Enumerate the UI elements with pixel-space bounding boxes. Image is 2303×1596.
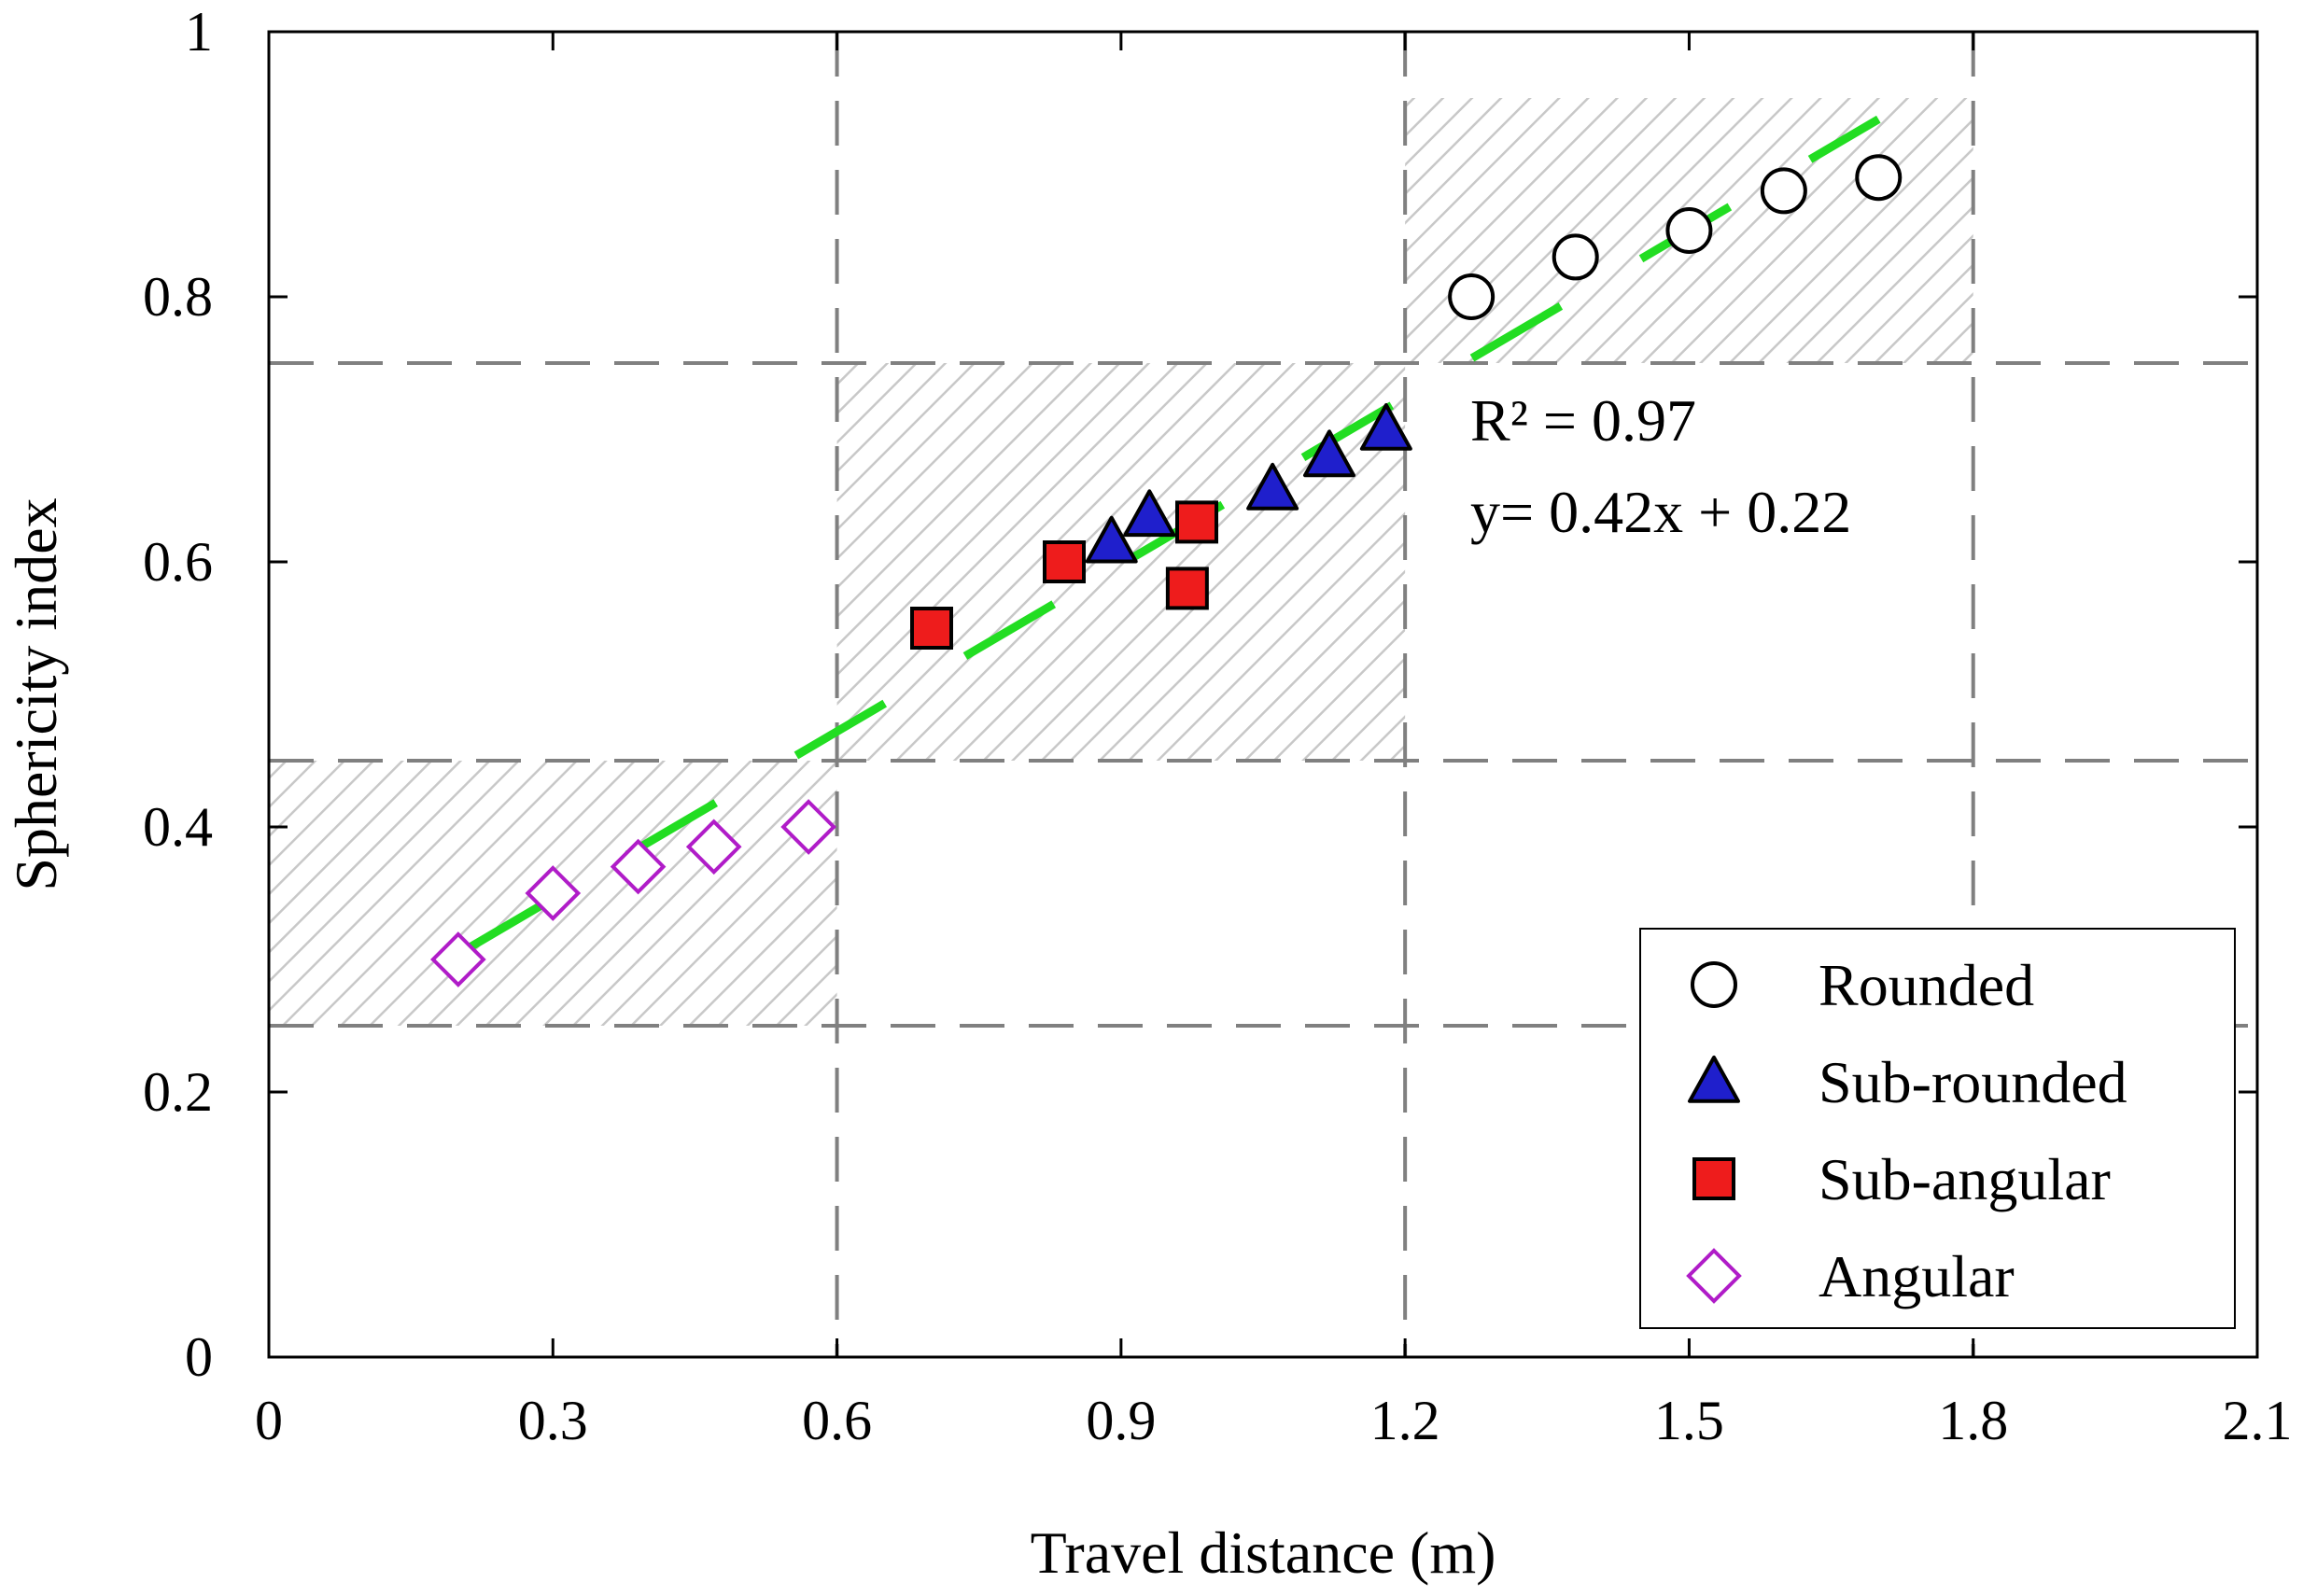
legend-label-angular: Angular <box>1819 1243 2015 1309</box>
x-tick-label: 0.9 <box>1086 1390 1156 1451</box>
rounded-point <box>1760 167 1807 215</box>
sub-rounded-point <box>1123 489 1176 538</box>
y-axis-title: Sphericity index <box>3 497 69 890</box>
legend: Rounded Sub-rounded Sub-angular Angular <box>1639 928 2236 1329</box>
x-tick-label: 1.8 <box>1938 1390 2008 1451</box>
legend-item-angular: Angular <box>1686 1243 2015 1309</box>
angular-point <box>610 838 667 895</box>
sub-angular-point <box>1175 500 1218 544</box>
equation-annotation: y= 0.42x + 0.22 <box>1470 479 1851 545</box>
x-tick-label: 1.2 <box>1370 1390 1440 1451</box>
plot-frame <box>267 30 2259 1359</box>
legend-item-rounded: Rounded <box>1691 952 2034 1018</box>
sub-angular-point <box>910 607 953 650</box>
reference-lines <box>269 32 2257 1357</box>
y-tick-label: 1 <box>185 1 213 63</box>
legend-marker-angular <box>1686 1248 1742 1304</box>
rounded-point <box>1448 273 1496 320</box>
x-axis-title: Travel distance (m) <box>1031 1519 1496 1586</box>
sub-angular-point <box>1165 567 1209 610</box>
data-markers <box>430 154 1903 987</box>
x-tick-label: 0.6 <box>802 1390 872 1451</box>
legend-marker-sub-angular <box>1692 1157 1735 1200</box>
x-tick-label: 1.5 <box>1654 1390 1724 1451</box>
x-tick-label: 0.3 <box>518 1390 588 1451</box>
rounded-point <box>1665 207 1713 254</box>
y-tick-label: 0 <box>185 1326 213 1388</box>
r-squared-annotation: R² = 0.97 <box>1470 387 1696 454</box>
angular-point <box>780 799 836 855</box>
legend-label-sub-angular: Sub-angular <box>1819 1146 2111 1212</box>
axis-ticks <box>267 30 2259 1359</box>
sub-rounded-point <box>1085 515 1138 564</box>
sub-rounded-point <box>1359 403 1412 451</box>
legend-box <box>1639 928 2236 1329</box>
legend-marker-rounded <box>1691 961 1737 1008</box>
legend-marker-sub-rounded <box>1688 1056 1740 1103</box>
rounded-point <box>1552 233 1599 281</box>
y-tick-labels: 0 0.2 0.4 0.6 0.8 1 <box>143 1 213 1388</box>
y-tick-label: 0.4 <box>143 796 213 858</box>
rounded-point <box>1855 154 1903 202</box>
legend-label-rounded: Rounded <box>1819 952 2034 1018</box>
sub-rounded-point <box>1303 429 1355 478</box>
angular-point <box>685 819 742 875</box>
x-tick-label: 2.1 <box>2223 1390 2293 1451</box>
x-tick-label: 0 <box>255 1390 283 1451</box>
y-tick-label: 0.8 <box>143 266 213 328</box>
sub-angular-point <box>1043 540 1086 583</box>
legend-item-sub-angular: Sub-angular <box>1692 1146 2111 1212</box>
legend-item-sub-rounded: Sub-rounded <box>1688 1049 2127 1115</box>
angular-point <box>430 931 486 987</box>
legend-label-sub-rounded: Sub-rounded <box>1819 1049 2127 1115</box>
y-tick-label: 0.2 <box>143 1061 213 1123</box>
sub-rounded-point <box>1246 462 1299 511</box>
y-tick-label: 0.6 <box>143 531 213 593</box>
x-tick-labels: 0 0.3 0.6 0.9 1.2 1.5 1.8 2.1 <box>255 1390 2293 1451</box>
angular-point <box>525 865 582 921</box>
